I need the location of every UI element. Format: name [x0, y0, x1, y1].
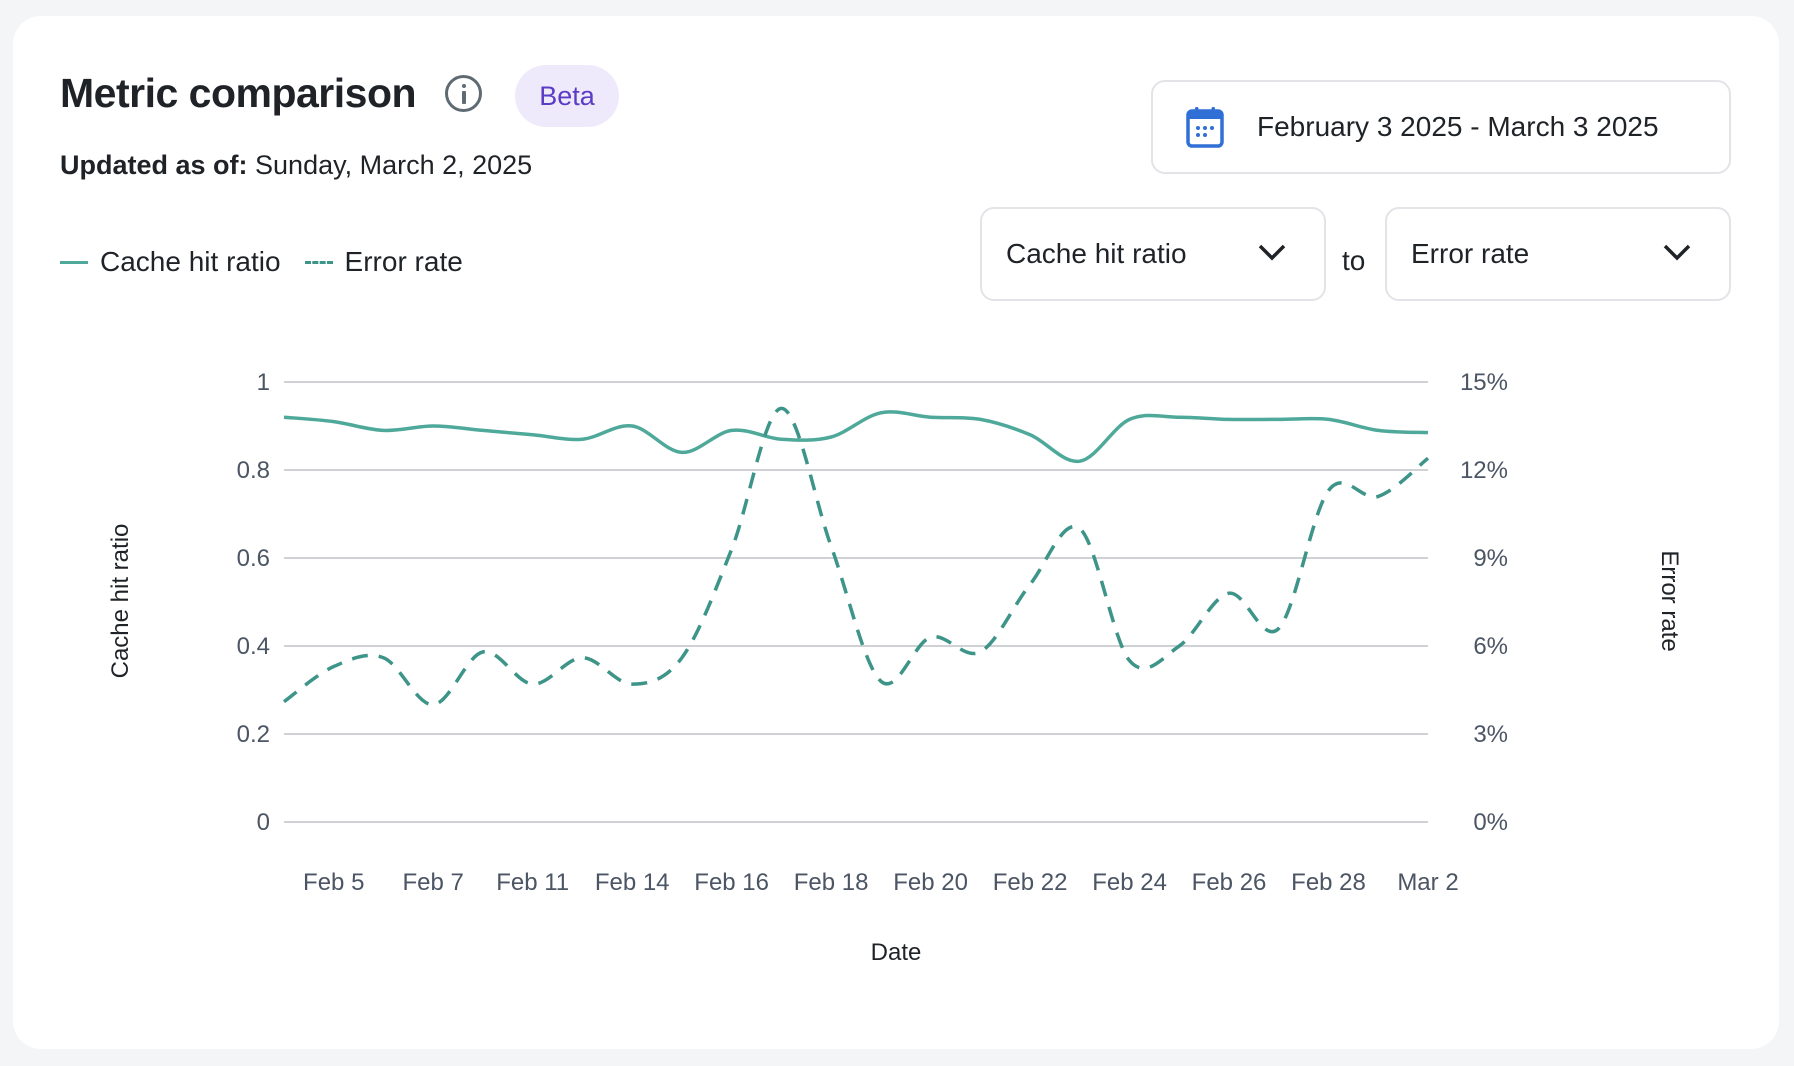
right-metric-dropdown[interactable]: Error rate	[1385, 207, 1731, 301]
series-line-cache-hit-ratio	[283, 410, 1429, 463]
x-axis-title: Date	[871, 939, 922, 966]
metric-comparison-card	[13, 16, 1779, 1049]
y-right-tick: 6%	[1473, 633, 1508, 660]
right-metric-value: Error rate	[1411, 238, 1530, 269]
page-title: Metric comparison	[60, 70, 417, 116]
x-tick: Feb 26	[1192, 869, 1267, 896]
left-metric-dropdown[interactable]: Cache hit ratio	[980, 207, 1326, 301]
y-left-tick: 0.2	[237, 721, 270, 748]
date-range-label: February 3 2025 - March 3 2025	[1257, 111, 1659, 142]
beta-badge: Beta	[515, 65, 619, 127]
right-axis-title: Error rate	[1656, 550, 1683, 651]
chevron-down-icon	[1663, 244, 1691, 261]
date-range-picker[interactable]: February 3 2025 - March 3 2025	[1151, 80, 1731, 174]
dashed-line-swatch	[304, 260, 333, 264]
y-right-tick: 15%	[1460, 369, 1508, 396]
y-left-tick: 0.4	[237, 633, 270, 660]
x-tick: Feb 11	[496, 869, 569, 896]
chart-legend: Cache hit ratio Error rate	[60, 246, 487, 278]
x-tick: Feb 7	[403, 869, 464, 896]
y-left-tick: 0.8	[237, 457, 270, 484]
x-tick: Feb 18	[794, 869, 869, 896]
solid-line-swatch	[60, 260, 88, 264]
y-left-tick: 0	[257, 809, 270, 836]
y-right-tick: 3%	[1473, 721, 1508, 748]
y-right-tick: 0%	[1473, 809, 1508, 836]
x-tick: Feb 14	[595, 869, 670, 896]
left-axis-title: Cache hit ratio	[107, 524, 134, 679]
y-left-tick: 0.6	[237, 545, 270, 572]
updated-label: Updated as of:	[60, 150, 248, 180]
legend-label: Error rate	[344, 246, 463, 277]
chevron-down-icon	[1258, 244, 1286, 261]
x-tick: Feb 5	[303, 869, 364, 896]
x-tick: Feb 24	[1092, 869, 1167, 896]
x-tick: Feb 28	[1291, 869, 1366, 896]
y-left-tick: 1	[257, 369, 270, 396]
left-metric-value: Cache hit ratio	[1006, 238, 1187, 269]
info-icon[interactable]	[445, 75, 482, 112]
legend-label: Cache hit ratio	[100, 246, 281, 277]
updated-value: Sunday, March 2, 2025	[255, 150, 533, 180]
x-tick: Mar 2	[1397, 869, 1458, 896]
x-tick: Feb 16	[694, 869, 769, 896]
series-line-error-rate	[282, 406, 1430, 707]
x-tick: Feb 20	[893, 869, 968, 896]
x-tick: Feb 22	[993, 869, 1068, 896]
updated-timestamp: Updated as of: Sunday, March 2, 2025	[60, 150, 532, 181]
calendar-icon	[1186, 107, 1224, 148]
legend-item-error-rate: Error rate	[304, 246, 463, 278]
legend-item-cache-hit-ratio: Cache hit ratio	[60, 246, 281, 278]
y-right-tick: 12%	[1460, 457, 1508, 484]
connector-label: to	[1342, 245, 1366, 276]
y-right-tick: 9%	[1473, 545, 1508, 572]
